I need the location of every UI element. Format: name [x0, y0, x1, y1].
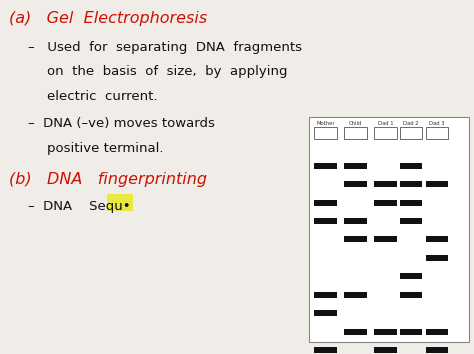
- Bar: [309, 117, 469, 342]
- Bar: [374, 127, 397, 139]
- Bar: [374, 329, 397, 335]
- Text: –  DNA    Sequ•: – DNA Sequ•: [28, 200, 131, 213]
- Text: –   Used  for  separating  DNA  fragments: – Used for separating DNA fragments: [28, 41, 302, 54]
- Bar: [426, 181, 448, 187]
- Text: positive terminal.: positive terminal.: [47, 142, 164, 155]
- Text: Mother: Mother: [316, 121, 335, 126]
- Bar: [374, 200, 397, 206]
- Text: Child: Child: [349, 121, 362, 126]
- Bar: [374, 236, 397, 242]
- Bar: [400, 163, 422, 169]
- Text: (b)   DNA   fingerprinting: (b) DNA fingerprinting: [9, 172, 208, 187]
- Bar: [314, 218, 337, 224]
- Bar: [400, 218, 422, 224]
- Bar: [400, 273, 422, 279]
- Bar: [314, 200, 337, 206]
- Bar: [344, 127, 367, 139]
- Bar: [400, 127, 422, 139]
- Text: electric  current.: electric current.: [47, 90, 158, 103]
- Bar: [344, 292, 367, 298]
- Text: Dad 3: Dad 3: [429, 121, 445, 126]
- Text: on  the  basis  of  size,  by  applying: on the basis of size, by applying: [47, 65, 288, 79]
- Bar: [426, 255, 448, 261]
- Bar: [344, 163, 367, 169]
- Bar: [314, 292, 337, 298]
- Bar: [426, 347, 448, 353]
- Bar: [344, 236, 367, 242]
- Text: Dad 2: Dad 2: [403, 121, 419, 126]
- Bar: [314, 127, 337, 139]
- Bar: [344, 329, 367, 335]
- Bar: [344, 218, 367, 224]
- Bar: [314, 163, 337, 169]
- Bar: [400, 181, 422, 187]
- Bar: [314, 347, 337, 353]
- Bar: [374, 347, 397, 353]
- Bar: [314, 310, 337, 316]
- Bar: [400, 292, 422, 298]
- Text: Dad 1: Dad 1: [378, 121, 393, 126]
- Bar: [426, 329, 448, 335]
- Text: –  DNA (–ve) moves towards: – DNA (–ve) moves towards: [28, 117, 215, 130]
- Bar: [426, 236, 448, 242]
- Bar: [400, 329, 422, 335]
- Bar: [107, 194, 133, 211]
- Bar: [344, 181, 367, 187]
- Bar: [400, 200, 422, 206]
- Bar: [426, 127, 448, 139]
- Text: (a)   Gel  Electrophoresis: (a) Gel Electrophoresis: [9, 11, 208, 25]
- Bar: [374, 181, 397, 187]
